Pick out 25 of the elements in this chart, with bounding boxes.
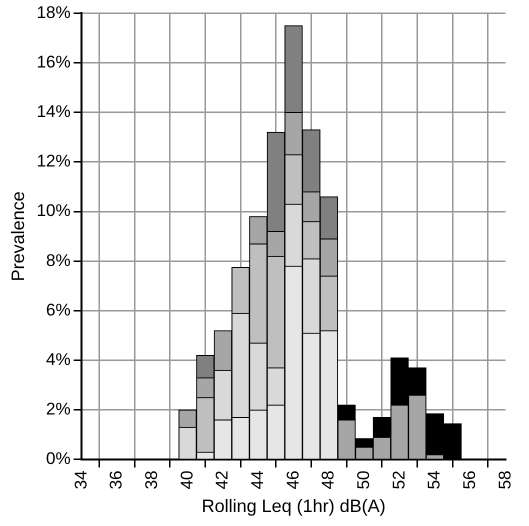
x-tick-label: 42 — [212, 470, 232, 490]
y-tick-label: 18% — [36, 2, 71, 22]
x-tick-label: 50 — [354, 470, 373, 490]
x-tick-label: 44 — [248, 470, 267, 490]
x-tick-label: 36 — [106, 470, 126, 490]
y-tick-label: 6% — [46, 300, 71, 320]
y-tick-label: 14% — [36, 102, 71, 122]
x-tick-label: 40 — [177, 470, 196, 490]
y-axis-title: Prevalence — [8, 191, 28, 282]
x-tick-label: 34 — [71, 470, 90, 490]
x-tick-label: 46 — [283, 470, 302, 490]
x-tick-label: 56 — [460, 470, 479, 490]
x-axis-title: Rolling Leq (1hr) dB(A) — [202, 496, 386, 516]
y-tick-label: 4% — [46, 350, 71, 370]
x-tick-label: 48 — [318, 470, 338, 490]
y-tick-label: 16% — [36, 52, 71, 72]
x-tick-label: 54 — [424, 470, 444, 490]
y-tick-label: 2% — [46, 400, 71, 419]
y-tick-label: 10% — [36, 201, 71, 220]
x-tick-label: 38 — [142, 470, 161, 490]
y-tick-label: 12% — [36, 152, 71, 171]
y-tick-label: 8% — [46, 250, 71, 270]
x-tick-label: 52 — [389, 470, 408, 490]
y-tick-label: 0% — [46, 449, 71, 468]
x-tick-label: 58 — [495, 470, 514, 490]
